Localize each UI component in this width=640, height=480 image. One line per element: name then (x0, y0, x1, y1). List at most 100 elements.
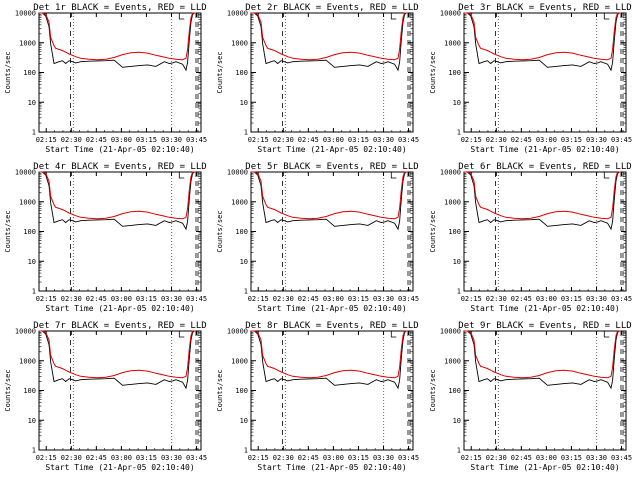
panel-8-title: Det 8r BLACK = Events, RED = LLD (245, 321, 418, 331)
panel-1-xtick-label: 03:30 (161, 136, 182, 144)
panel-5-xtick-label: 02:30 (273, 295, 294, 303)
panel-3-xlabel: Start Time (21-Apr-05 02:10:40) (470, 145, 619, 154)
panel-6-ytick-label: 10 (453, 258, 461, 266)
panel-9-xtick-label: 03:00 (536, 454, 557, 462)
panel-7-ytick-label: 100 (23, 387, 36, 395)
panel-5-ytick-label: 1 (244, 288, 248, 296)
panel-1-xlabel: Start Time (21-Apr-05 02:10:40) (45, 145, 194, 154)
panel-7-events-line (39, 330, 196, 390)
panel-4-title: Det 4r BLACK = Events, RED = LLD (33, 162, 206, 172)
panel-8-xtick-label: 02:45 (298, 454, 319, 462)
panel-9-xlabel: Start Time (21-Apr-05 02:10:40) (470, 463, 619, 472)
panel-1-ytick-label: 10000 (15, 10, 36, 18)
panel-8-events-line (251, 330, 408, 390)
panel-1-ytick-label: 100 (23, 69, 36, 77)
panel-1-xtick-label: 03:45 (186, 136, 207, 144)
panel-4-xtick-label: 02:30 (61, 295, 82, 303)
panel-4-xtick-label: 02:45 (86, 295, 107, 303)
panel-9-ytick-label: 1000 (444, 357, 461, 365)
panel-9-ylabel: Counts/sec (429, 369, 437, 411)
panel-7-xtick-label: 02:45 (86, 454, 107, 462)
panel-4-lld-line (39, 171, 196, 220)
panel-7-ytick-label: 10000 (15, 328, 36, 336)
panel-6-frame (463, 171, 627, 292)
panel-2-bracket (390, 13, 397, 20)
panel-6-xtick-label: 03:45 (611, 295, 632, 303)
panel-9-frame (463, 330, 627, 451)
panel-6-xlabel: Start Time (21-Apr-05 02:10:40) (470, 304, 619, 313)
panel-7-xtick-label: 02:30 (61, 454, 82, 462)
panel-1-ytick-label: 1 (32, 129, 36, 137)
panel-3-xtick-label: 02:45 (511, 136, 532, 144)
panel-5-xtick-label: 03:00 (323, 295, 344, 303)
panel-5-xtick-label: 02:45 (298, 295, 319, 303)
panel-8-ylabel: Counts/sec (216, 369, 224, 411)
panel-9-xtick-label: 02:30 (486, 454, 507, 462)
panel-6-ylabel: Counts/sec (429, 210, 437, 252)
panel-5-xtick-label: 03:45 (398, 295, 419, 303)
panel-2-ytick-label: 10 (240, 99, 248, 107)
panel-5-ytick-label: 1000 (231, 198, 248, 206)
panel-1-ytick-label: 10 (28, 99, 36, 107)
panel-8-xtick-label: 03:00 (323, 454, 344, 462)
panel-6-events-line (464, 171, 621, 231)
panel-4-frame (38, 171, 202, 292)
panel-5-xlabel: Start Time (21-Apr-05 02:10:40) (257, 304, 406, 313)
panel-3-ytick-label: 1 (457, 129, 461, 137)
panel-2-ytick-label: 10000 (227, 10, 248, 18)
panel-4-ytick-label: 1000 (19, 198, 36, 206)
panel-4-xtick-label: 03:30 (161, 295, 182, 303)
panel-3-bracket (603, 13, 610, 20)
panel-3-frame (463, 12, 627, 133)
panel-9-xtick-label: 03:45 (611, 454, 632, 462)
panel-6-ytick-label: 1 (457, 288, 461, 296)
panel-3-ytick-label: 1000 (444, 39, 461, 47)
panel-9-xtick-label: 02:15 (461, 454, 482, 462)
panel-3-events-line (464, 12, 621, 72)
panel-2-ylabel: Counts/sec (216, 51, 224, 93)
panel-4-xlabel: Start Time (21-Apr-05 02:10:40) (45, 304, 194, 313)
panel-9-ytick-label: 10000 (440, 328, 461, 336)
panel-6-xtick-label: 02:15 (461, 295, 482, 303)
panel-8-xtick-label: 03:45 (398, 454, 419, 462)
panel-2-xtick-label: 03:45 (398, 136, 419, 144)
panel-3-title: Det 3r BLACK = Events, RED = LLD (458, 3, 631, 13)
panel-8-ytick-label: 100 (235, 387, 248, 395)
panel-1-ylabel: Counts/sec (4, 51, 12, 93)
panel-8-ytick-label: 1000 (231, 357, 248, 365)
panel-1-frame (38, 12, 202, 133)
panel-7-xtick-label: 03:30 (161, 454, 182, 462)
panel-9-title: Det 9r BLACK = Events, RED = LLD (458, 321, 631, 331)
panel-8-xtick-label: 03:30 (373, 454, 394, 462)
panel-7-lld-line (39, 330, 196, 379)
panel-9-ytick-label: 10 (453, 417, 461, 425)
panel-6-bracket (603, 172, 610, 179)
panel-6-xtick-label: 02:30 (486, 295, 507, 303)
panel-8-xlabel: Start Time (21-Apr-05 02:10:40) (257, 463, 406, 472)
panel-7-ytick-label: 10 (28, 417, 36, 425)
panel-5-bracket (390, 172, 397, 179)
panel-5-xtick-label: 03:15 (348, 295, 369, 303)
panel-9-bracket (603, 331, 610, 338)
panel-7-ylabel: Counts/sec (4, 369, 12, 411)
panel-6-xtick-label: 03:00 (536, 295, 557, 303)
panel-2-ytick-label: 100 (235, 69, 248, 77)
panel-2-xlabel: Start Time (21-Apr-05 02:10:40) (257, 145, 406, 154)
panel-2-xtick-label: 03:30 (373, 136, 394, 144)
panel-3-ytick-label: 10000 (440, 10, 461, 18)
panel-8-frame (250, 330, 414, 451)
panel-3-xtick-label: 03:00 (536, 136, 557, 144)
panel-1-xtick-label: 03:15 (136, 136, 157, 144)
panel-5-lld-line (251, 171, 408, 220)
panel-8-lld-line (251, 330, 408, 379)
panel-9-lld-line (464, 330, 621, 379)
panel-4-bracket (178, 172, 185, 179)
panel-2-ytick-label: 1 (244, 129, 248, 137)
panel-3-lld-line (464, 12, 621, 61)
panel-4-xtick-label: 03:15 (136, 295, 157, 303)
panel-9-xtick-label: 03:30 (586, 454, 607, 462)
panel-2-lld-line (251, 12, 408, 61)
panel-3-xtick-label: 02:15 (461, 136, 482, 144)
panel-5-ytick-label: 10 (240, 258, 248, 266)
